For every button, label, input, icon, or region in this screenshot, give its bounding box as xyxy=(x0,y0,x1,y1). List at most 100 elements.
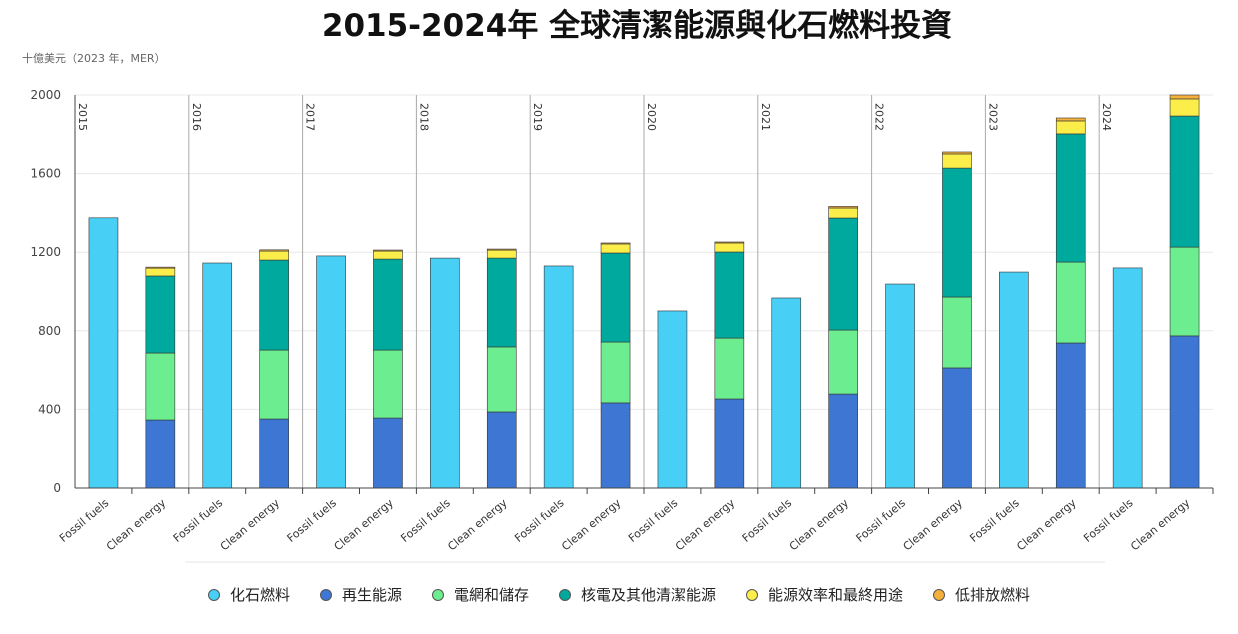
bar-segment xyxy=(1169,335,1200,489)
x-tick-label: Clean energy xyxy=(787,496,852,553)
bar-segment xyxy=(145,275,176,354)
group-label: 2015 xyxy=(76,103,89,131)
legend-swatch xyxy=(207,588,220,601)
legend-item: 再生能源 xyxy=(319,584,402,605)
bar-segment xyxy=(543,265,574,489)
bar-segment xyxy=(1169,115,1200,248)
x-tick-label: Fossil fuels xyxy=(967,496,1022,545)
legend-label: 再生能源 xyxy=(341,586,402,604)
group-label: 2016 xyxy=(190,103,203,131)
bar-segment xyxy=(373,250,403,260)
bar-segment xyxy=(1169,94,1200,100)
y-tick-label: 2000 xyxy=(30,88,61,102)
x-tick-label: Fossil fuels xyxy=(1081,496,1136,545)
legend-label: 化石燃料 xyxy=(229,586,290,604)
bar-segment xyxy=(828,393,858,489)
x-tick-label: Clean energy xyxy=(445,496,510,553)
chart-title: 2015-2024年 全球清潔能源與化石燃料投資 xyxy=(322,8,952,44)
bar-segment xyxy=(145,352,176,421)
bar-segment xyxy=(600,341,631,404)
bar-segment xyxy=(316,255,346,489)
bar-segment xyxy=(771,297,802,489)
bar-segment xyxy=(714,337,745,400)
bar-segment xyxy=(714,251,745,339)
group-label: 2017 xyxy=(304,103,317,131)
x-tick-label: Clean energy xyxy=(901,496,966,553)
bar-segment xyxy=(486,346,517,413)
bar-segment xyxy=(828,206,858,209)
bar-segment xyxy=(714,398,745,489)
legend-item: 電網和儲存 xyxy=(431,584,529,605)
bar-segment xyxy=(1055,261,1086,344)
legend-label: 能源效率和最終用途 xyxy=(768,586,904,604)
legend-label: 電網和儲存 xyxy=(453,586,529,604)
bar-segment xyxy=(259,418,289,489)
bar-segment xyxy=(373,249,403,252)
bar-segment xyxy=(600,402,631,489)
x-tick-label: Fossil fuels xyxy=(171,496,226,545)
bar-segment xyxy=(145,266,176,269)
bar-segment xyxy=(88,217,119,489)
bar-segment xyxy=(942,153,972,169)
legend: 化石燃料 再生能源 電網和儲存 核電及其他清潔能源 能源效率和最終用途 低排放燃料 xyxy=(0,584,1238,605)
group-label: 2021 xyxy=(759,103,772,131)
x-tick-label: Clean energy xyxy=(218,496,283,553)
bar-segment xyxy=(145,419,176,489)
legend-swatch xyxy=(746,588,759,601)
x-tick-label: Clean energy xyxy=(673,496,738,553)
bar-segment xyxy=(373,349,403,419)
group-label: 2018 xyxy=(417,103,430,131)
bar-segment xyxy=(942,151,972,155)
bar-segment xyxy=(828,217,858,331)
x-tick-label: Clean energy xyxy=(1128,496,1193,553)
bar-segment xyxy=(942,167,972,298)
legend-item: 核電及其他清潔能源 xyxy=(559,584,716,605)
bar-segment xyxy=(486,248,517,251)
bar-segment xyxy=(259,349,289,420)
bar-segment xyxy=(885,283,915,489)
bar-segment xyxy=(486,257,517,348)
x-tick-label: Clean energy xyxy=(104,496,169,553)
x-tick-label: Fossil fuels xyxy=(512,496,567,545)
bar-segment xyxy=(1169,98,1200,117)
y-tick-label: 1600 xyxy=(30,167,61,181)
bar-segment xyxy=(999,271,1029,489)
bar-segment xyxy=(942,367,972,489)
bar-segment xyxy=(600,243,631,254)
bar-segment xyxy=(373,258,403,351)
x-tick-label: Fossil fuels xyxy=(398,496,453,545)
bar-segment xyxy=(373,417,403,489)
bar-segment xyxy=(828,207,858,219)
group-label: 2020 xyxy=(645,103,658,131)
bar-segment xyxy=(714,242,745,253)
bar-segment xyxy=(259,250,289,261)
bar-segment xyxy=(828,329,858,395)
x-tick-label: Fossil fuels xyxy=(626,496,681,545)
legend-item: 能源效率和最終用途 xyxy=(746,584,903,605)
bar-segment xyxy=(1055,342,1086,489)
y-tick-label: 1200 xyxy=(30,245,61,259)
legend-label: 低排放燃料 xyxy=(955,586,1031,604)
group-label: 2024 xyxy=(1100,103,1113,131)
x-tick-label: Fossil fuels xyxy=(740,496,795,545)
group-label: 2019 xyxy=(531,103,544,131)
bar-segment xyxy=(1055,133,1086,263)
bar-segment xyxy=(714,241,745,244)
bar-segment xyxy=(1055,120,1086,135)
legend-swatch xyxy=(559,588,571,601)
bar-segment xyxy=(600,252,631,343)
legend-label: 核電及其他清潔能源 xyxy=(581,586,717,604)
bar-segment xyxy=(1169,246,1200,337)
bar-segment xyxy=(430,257,460,489)
legend-item: 低排放燃料 xyxy=(933,584,1030,605)
bar-segment xyxy=(657,310,688,489)
y-tick-label: 400 xyxy=(38,402,61,416)
bar-segment xyxy=(259,249,289,252)
x-tick-label: Clean energy xyxy=(1014,496,1079,553)
bar-segment xyxy=(942,296,972,369)
bar-segment xyxy=(145,267,176,277)
group-label: 2022 xyxy=(873,103,886,131)
group-label: 2023 xyxy=(986,103,999,131)
bar-segment xyxy=(486,249,517,259)
x-tick-label: Clean energy xyxy=(559,496,624,553)
